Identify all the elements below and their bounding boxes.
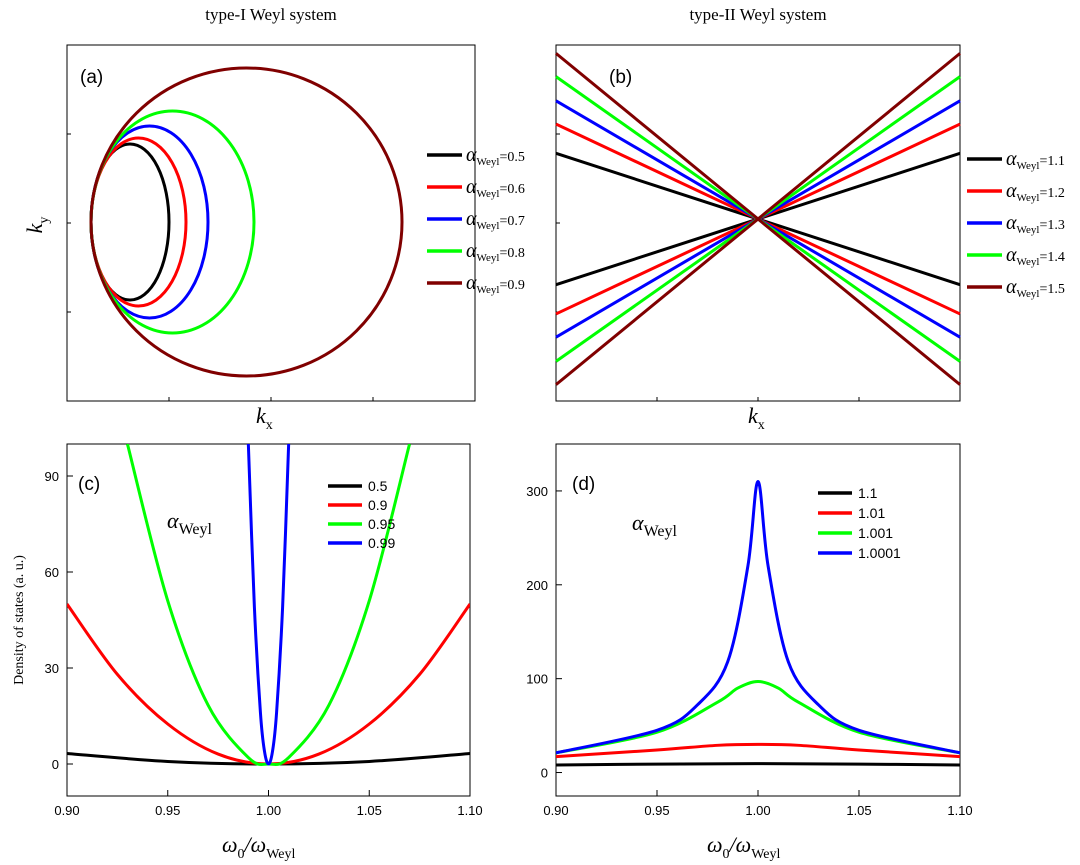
- panel-c-frame: [66, 443, 471, 797]
- panel-d-label: (d): [572, 474, 595, 495]
- panel-c-series-0.99: [246, 444, 291, 766]
- panel-c: (c) Density of states (a. u.) αWeyl ω0/ω…: [12, 443, 483, 862]
- panel-d-series-1.001: [556, 679, 960, 755]
- panel-a: (a) kx ky αWeyl=0.5 αWeyl=0.6 αWeyl=0.7 αWe…: [22, 44, 525, 433]
- column-title-left: type-I Weyl system: [205, 5, 336, 24]
- panel-b-legend-0-text: αWeyl=1.1: [1006, 148, 1065, 172]
- panel-d-xtick-label: 0.95: [644, 803, 669, 818]
- panel-d-ytick-label: 300: [526, 484, 548, 499]
- panel-c-xtick-label: 0.90: [54, 803, 79, 818]
- panel-c-annotation: αWeyl: [167, 508, 212, 538]
- panel-d-xtick-label: 1.05: [846, 803, 871, 818]
- panel-c-ytick-label: 60: [45, 565, 59, 580]
- panel-c-xtick-label: 1.00: [256, 803, 281, 818]
- panel-d-legend-label-1: 1.01: [858, 505, 885, 521]
- panel-d: (d) αWeyl ω0/ωWeyl 0.90 0.95 1.00 1.05 1.10 0…: [526, 443, 973, 862]
- contour-=0.6: [89, 136, 188, 308]
- panel-a-frame: [66, 44, 476, 402]
- panel-c-xtick-label: 1.10: [457, 803, 482, 818]
- panel-c-series-0.9: [67, 603, 470, 766]
- panel-c-label: (c): [78, 474, 100, 495]
- panel-c-legend-label-1: 0.9: [368, 497, 388, 513]
- panel-a-label: (a): [80, 67, 103, 88]
- panel-d-series-1.0001: [556, 480, 960, 755]
- panel-d-ytick-label: 200: [526, 578, 548, 593]
- panel-d-series-1.1: [556, 762, 960, 767]
- panel-c-legend-label-2: 0.95: [368, 516, 395, 532]
- panel-d-series-1.01: [556, 742, 960, 759]
- panel-d-xtick-label: 1.10: [947, 803, 972, 818]
- panel-c-ylabel: Density of states (a. u.): [12, 555, 27, 685]
- column-title-right: type-II Weyl system: [689, 5, 826, 24]
- panel-b: (b) kx αWeyl=1.1 αWeyl=1.2 αWeyl=1.3 αWeyl=…: [555, 44, 1065, 433]
- panel-b-legend-1-text: αWeyl=1.2: [1006, 180, 1065, 204]
- panel-a-xlabel: kx: [256, 403, 273, 433]
- panel-c-ytick-label: 90: [45, 469, 59, 484]
- panel-d-xlabel: ω0/ωWeyl: [707, 832, 781, 862]
- panel-b-legend-2-text: αWeyl=1.3: [1006, 212, 1065, 236]
- panel-d-ytick-label: 100: [526, 672, 548, 687]
- panel-a-legend-1-text: αWeyl=0.6: [466, 176, 525, 200]
- line-up-=1.5: [555, 52, 961, 386]
- panel-c-xlabel: ω0/ωWeyl: [222, 832, 296, 862]
- panel-d-legend-label-0: 1.1: [858, 485, 878, 501]
- panel-d-xtick-label: 1.00: [745, 803, 770, 818]
- panel-c-ytick-label: 0: [52, 757, 59, 772]
- panel-c-xtick-label: 0.95: [155, 803, 180, 818]
- panel-b-legend-3-text: αWeyl=1.4: [1006, 244, 1065, 268]
- panel-c-legend-label-3: 0.99: [368, 535, 395, 551]
- panel-b-xlabel: kx: [748, 403, 765, 433]
- panel-d-annotation: αWeyl: [632, 510, 677, 540]
- panel-a-ylabel: ky: [22, 217, 52, 234]
- panel-c-legend-label-0: 0.5: [368, 478, 388, 494]
- panel-a-legend-2-text: αWeyl=0.7: [466, 208, 525, 232]
- panel-a-legend-3-text: αWeyl=0.8: [466, 240, 525, 264]
- contour-=0.8: [89, 109, 256, 335]
- contour-=0.9: [89, 66, 404, 378]
- panel-d-ytick-label: 0: [541, 766, 548, 781]
- panel-d-xtick-label: 0.90: [543, 803, 568, 818]
- panel-b-frame: [555, 44, 961, 402]
- panel-c-ytick-label: 30: [45, 661, 59, 676]
- panel-c-xtick-label: 1.05: [357, 803, 382, 818]
- panel-b-legend-4-text: αWeyl=1.5: [1006, 276, 1065, 300]
- panel-a-legend-0-text: αWeyl=0.5: [466, 144, 525, 168]
- panel-a-legend-4-text: αWeyl=0.9: [466, 272, 525, 296]
- panel-d-legend-label-2: 1.001: [858, 525, 893, 541]
- panel-b-label: (b): [609, 67, 632, 88]
- panel-d-legend-label-3: 1.0001: [858, 545, 901, 561]
